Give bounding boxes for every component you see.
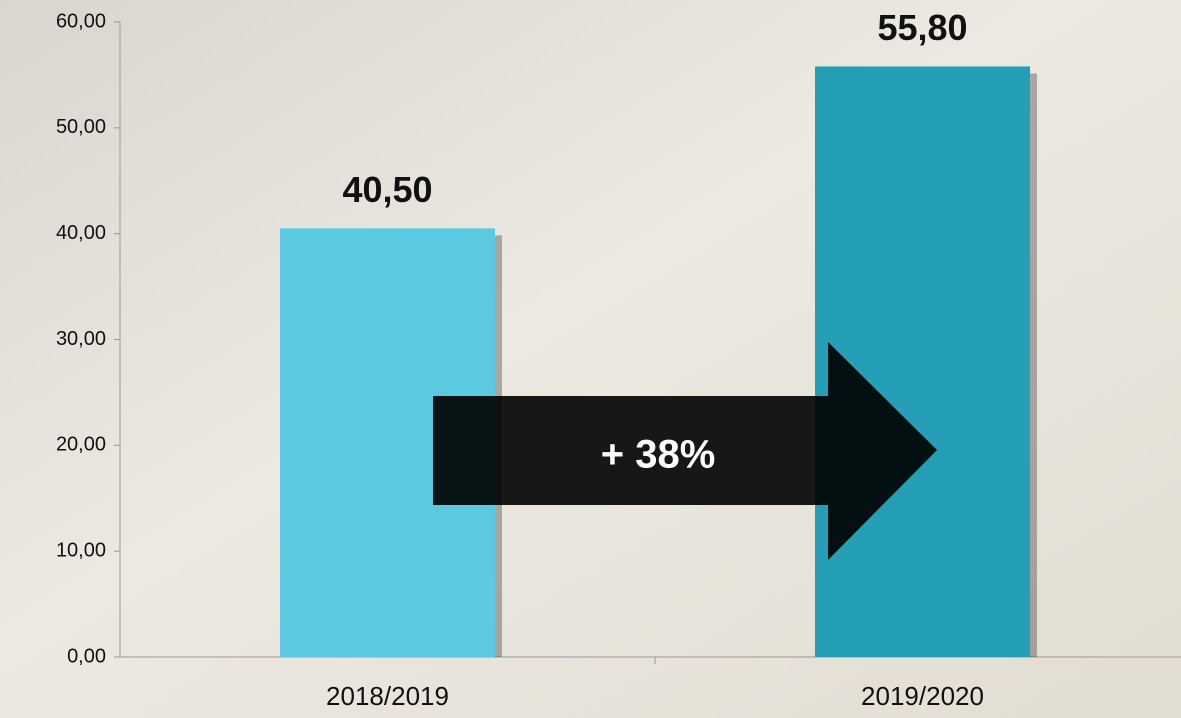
y-tick-label: 40,00 (56, 222, 106, 244)
chart: 0,00 10,00 20,00 30,00 40,00 50,00 60,00 2018/2… (0, 0, 1181, 718)
value-label: 40,50 (342, 169, 432, 210)
y-tick-label: 20,00 (56, 434, 106, 456)
y-tick-label: 30,00 (56, 328, 106, 350)
y-tick-label: 50,00 (56, 116, 106, 138)
annotation: + 38% (601, 433, 716, 477)
y-tick-label: 60,00 (56, 10, 106, 32)
y-tick-label: 10,00 (56, 539, 106, 561)
y-tick-label: 0,00 (67, 645, 106, 667)
page: {"chart_data": {"type": "bar", "categori… (0, 0, 1181, 718)
x-tick-label: 2018/2019 (326, 681, 449, 711)
value-label: 55,80 (877, 7, 967, 48)
x-tick-label: 2019/2020 (861, 681, 984, 711)
